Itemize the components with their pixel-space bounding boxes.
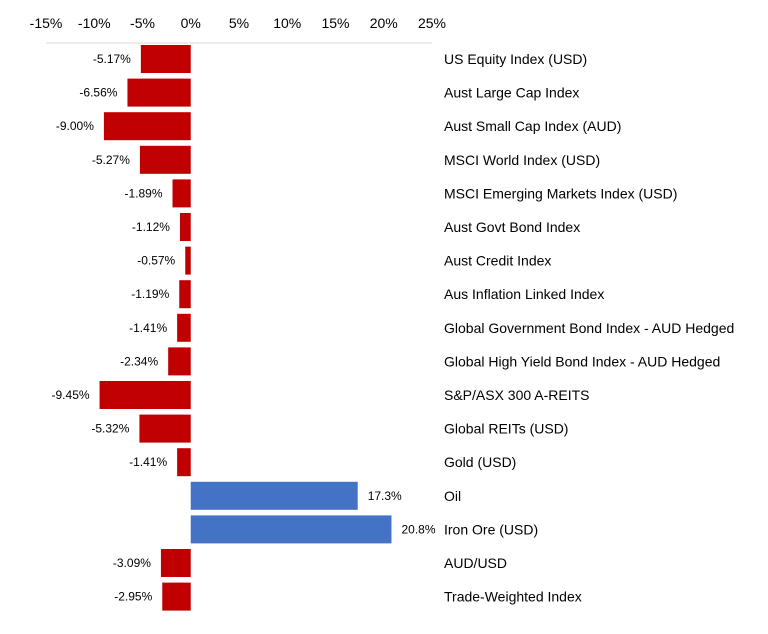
data-label: -9.00%: [56, 119, 94, 133]
bar: [140, 45, 191, 73]
category-label: Gold (USD): [444, 454, 516, 470]
bar: [139, 414, 191, 443]
x-tick-label: 0%: [181, 15, 201, 31]
bar: [190, 515, 392, 544]
data-label: -1.12%: [132, 220, 170, 234]
x-tick-label: 10%: [273, 15, 301, 31]
category-label: Oil: [444, 488, 461, 504]
bar: [160, 549, 191, 577]
category-label: Aus Inflation Linked Index: [444, 286, 604, 302]
x-tick-label: 5%: [229, 15, 249, 31]
category-labels-group: US Equity Index (USD) Aust Large Cap Inde…: [444, 51, 734, 605]
category-label: MSCI Emerging Markets Index (USD): [444, 185, 677, 201]
category-label: Aust Large Cap Index: [444, 85, 579, 101]
bar: [179, 280, 191, 309]
bar: [185, 246, 191, 275]
category-label: Aust Small Cap Index (AUD): [444, 118, 621, 134]
category-label: Global Government Bond Index - AUD Hedge…: [444, 320, 734, 336]
data-label: 17.3%: [368, 489, 402, 503]
bar: [127, 78, 191, 107]
bar: [139, 145, 191, 174]
data-label: -6.56%: [79, 86, 117, 100]
data-label: -2.95%: [114, 590, 152, 604]
category-label: Global High Yield Bond Index - AUD Hedge…: [444, 353, 720, 369]
category-label: Aust Credit Index: [444, 253, 551, 269]
data-label: -9.45%: [52, 388, 90, 402]
data-label: -5.32%: [91, 422, 129, 436]
bar: [172, 179, 191, 208]
category-label: Iron Ore (USD): [444, 521, 538, 537]
x-tick-label: 25%: [418, 15, 446, 31]
category-label: US Equity Index (USD): [444, 51, 587, 67]
data-label: -1.41%: [129, 321, 167, 335]
bar: [177, 313, 191, 342]
bar: [179, 213, 191, 241]
bar: [168, 347, 191, 376]
bar: [162, 582, 191, 611]
data-label: -0.57%: [137, 254, 175, 268]
category-label: Trade-Weighted Index: [444, 589, 582, 605]
category-label: MSCI World Index (USD): [444, 152, 600, 168]
x-axis: -15% -10% -5% 0% 5% 10% 15% 20% 25%: [30, 15, 446, 31]
data-label: -1.41%: [129, 455, 167, 469]
bar: [99, 381, 191, 409]
data-label: -1.89%: [124, 186, 162, 200]
bar: [177, 448, 191, 477]
data-label: -1.19%: [131, 287, 169, 301]
category-label: AUD/USD: [444, 555, 507, 571]
x-tick-label: -10%: [78, 15, 111, 31]
category-label: Aust Govt Bond Index: [444, 219, 580, 235]
category-label: S&P/ASX 300 A-REITS: [444, 387, 590, 403]
data-labels-group: -5.17% -6.56% -9.00% -5.27% -1.89% -1.12% -0.5…: [52, 52, 436, 604]
bar: [190, 481, 358, 510]
data-label: -3.09%: [113, 556, 151, 570]
data-label: -2.34%: [120, 354, 158, 368]
data-label: -5.17%: [93, 52, 131, 66]
bar: [103, 112, 191, 141]
category-label: Global REITs (USD): [444, 421, 568, 437]
bars-group: [99, 45, 392, 611]
x-tick-label: 15%: [321, 15, 349, 31]
x-tick-label: 20%: [370, 15, 398, 31]
data-label: -5.27%: [92, 153, 130, 167]
x-tick-label: -15%: [30, 15, 63, 31]
x-tick-label: -5%: [130, 15, 155, 31]
data-label: 20.8%: [401, 522, 435, 536]
